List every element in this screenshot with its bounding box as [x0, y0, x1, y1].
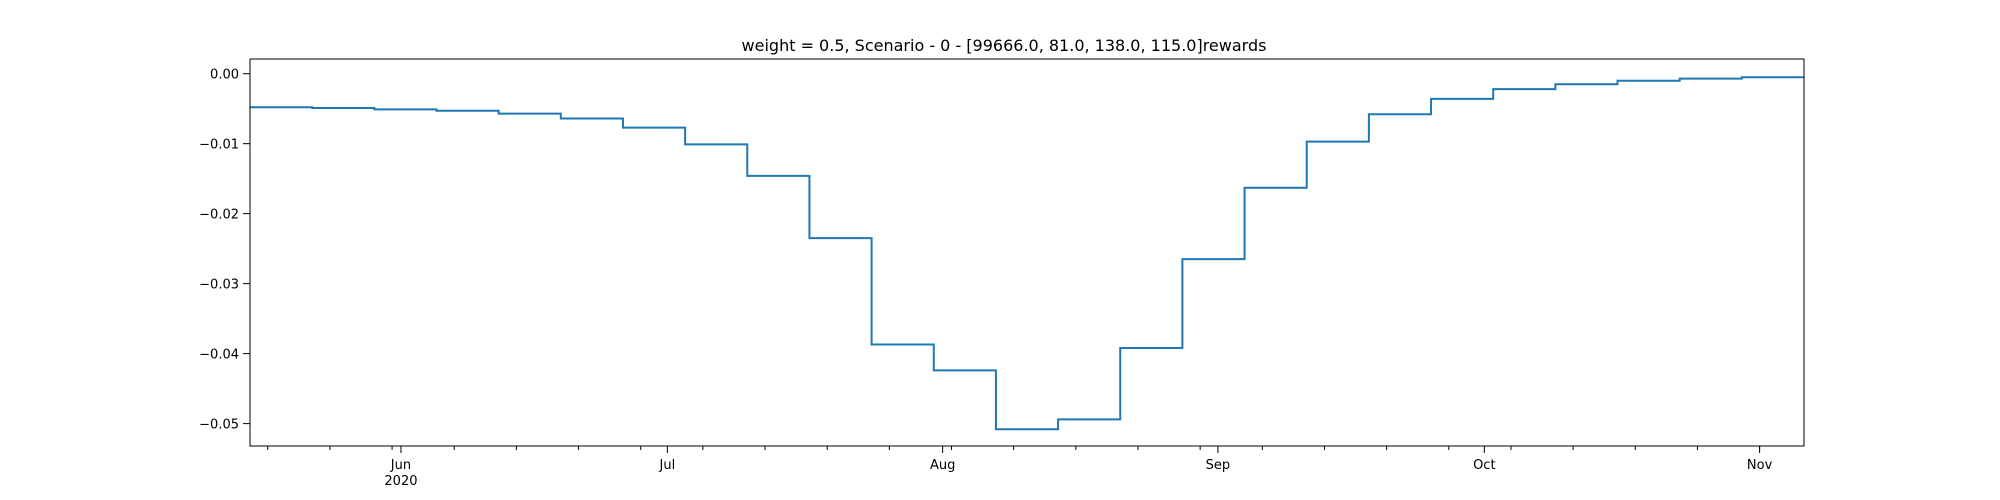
data-point — [993, 426, 999, 432]
y-tick-label: −0.01 — [199, 138, 239, 153]
y-tick-label: −0.03 — [199, 278, 239, 293]
data-point — [1055, 416, 1061, 422]
data-point — [1490, 86, 1496, 92]
data-point — [1615, 78, 1621, 84]
data-point — [496, 111, 502, 117]
data-point — [682, 141, 688, 147]
data-point — [869, 342, 875, 348]
y-tick-label: −0.04 — [199, 348, 239, 363]
x-tick-label: Aug — [930, 458, 955, 473]
data-point — [1739, 74, 1745, 80]
data-point — [1179, 256, 1185, 262]
x-tick-sublabel: 2020 — [384, 474, 417, 489]
data-series-line — [250, 76, 1804, 431]
y-tick-label: −0.05 — [199, 418, 239, 433]
data-point — [1366, 111, 1372, 117]
data-point — [806, 235, 812, 241]
data-point — [931, 367, 937, 373]
y-tick-label: 0.00 — [210, 68, 239, 83]
x-tick-label: Nov — [1747, 458, 1773, 473]
x-tick-label: Sep — [1206, 458, 1231, 473]
data-point — [1304, 139, 1310, 145]
data-point — [1428, 96, 1434, 102]
y-tick-label: −0.02 — [199, 208, 239, 223]
plot-frame — [249, 58, 1805, 447]
data-point — [620, 125, 626, 131]
x-tick-label: Jul — [659, 458, 676, 473]
x-tick-label: Oct — [1473, 458, 1495, 473]
data-point — [1552, 81, 1558, 87]
data-point — [371, 106, 377, 112]
data-point — [309, 105, 315, 111]
data-point — [433, 108, 439, 114]
chart-title: weight = 0.5, Scenario - 0 - [99666.0, 8… — [742, 36, 1267, 55]
x-tick-label: Jun — [390, 458, 411, 473]
data-point — [558, 115, 564, 121]
data-point — [1677, 76, 1683, 82]
plot-area — [250, 74, 1804, 432]
data-point — [1242, 185, 1248, 191]
data-point — [744, 173, 750, 179]
data-point — [1117, 345, 1123, 351]
